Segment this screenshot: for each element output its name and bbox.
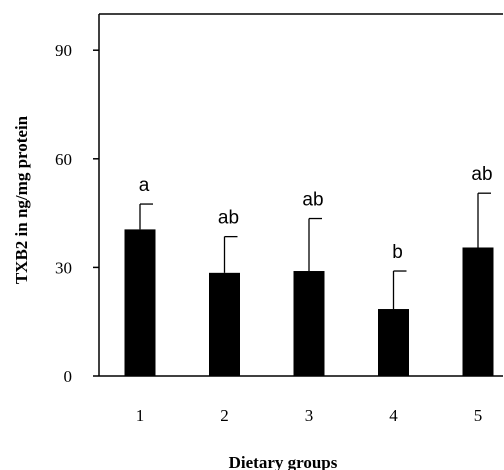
error-bars [139, 192, 491, 310]
significance-label: b [392, 242, 403, 263]
x-tick-label: 2 [220, 406, 229, 425]
x-axis-title: Dietary groups [229, 453, 338, 470]
x-tick-label: 3 [305, 406, 314, 425]
significance-label: ab [471, 164, 492, 185]
y-tick-label: 30 [55, 258, 72, 277]
bar [462, 247, 494, 376]
bar [124, 229, 156, 376]
y-axis-title: TXB2 in ng/mg protein [12, 115, 31, 284]
y-tick-label: 60 [55, 150, 72, 169]
y-tick-label: 90 [55, 41, 72, 60]
bar [378, 309, 409, 376]
significance-labels: a ab ab b ab [139, 164, 493, 263]
x-axis-ticks: 1 2 3 4 5 [136, 406, 483, 425]
y-tick-label: 0 [64, 367, 73, 386]
bar [209, 272, 240, 376]
bars [124, 229, 494, 376]
x-tick-label: 4 [389, 406, 398, 425]
significance-label: ab [302, 190, 323, 211]
y-axis-ticks: 0 30 60 90 [55, 41, 99, 386]
significance-label: ab [218, 208, 239, 229]
x-tick-label: 5 [474, 406, 483, 425]
x-tick-label: 1 [136, 406, 145, 425]
bar [293, 271, 325, 376]
significance-label: a [139, 175, 150, 196]
